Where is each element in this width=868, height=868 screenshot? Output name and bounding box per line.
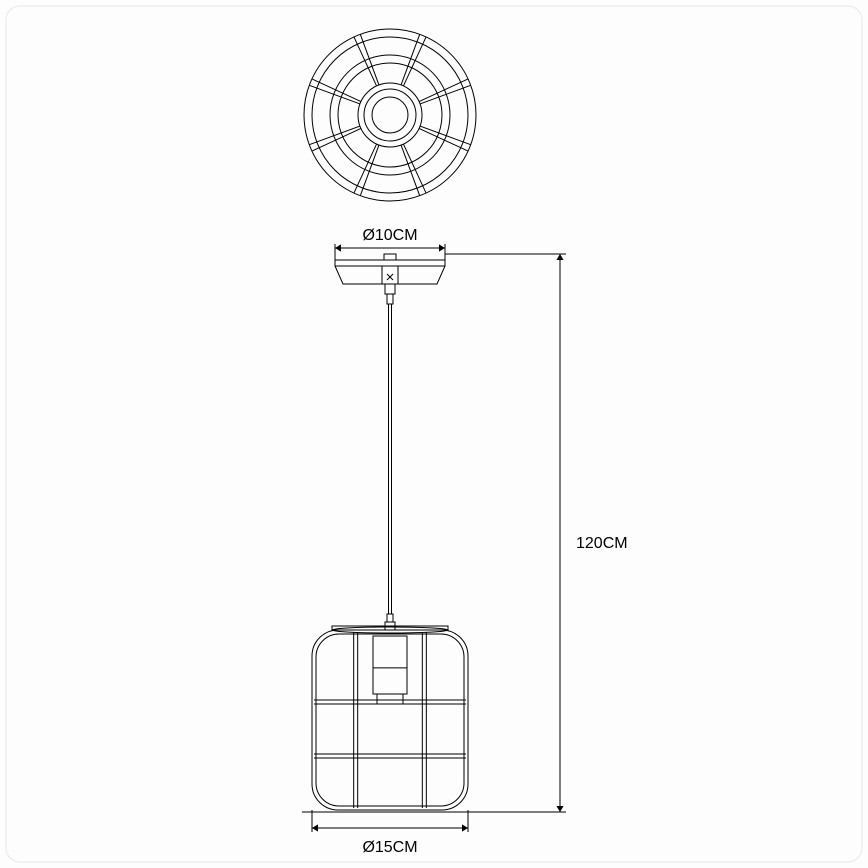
- pendant-lamp-diagram: Ø10CM Ø15CM 120CM: [0, 0, 868, 868]
- label-total-height: 120CM: [576, 535, 628, 552]
- label-shade-diameter: Ø15CM: [362, 839, 417, 856]
- label-canopy-diameter: Ø10CM: [362, 227, 417, 244]
- side-view: [312, 254, 468, 810]
- top-view: [304, 29, 476, 201]
- dimensions: [6, 6, 862, 862]
